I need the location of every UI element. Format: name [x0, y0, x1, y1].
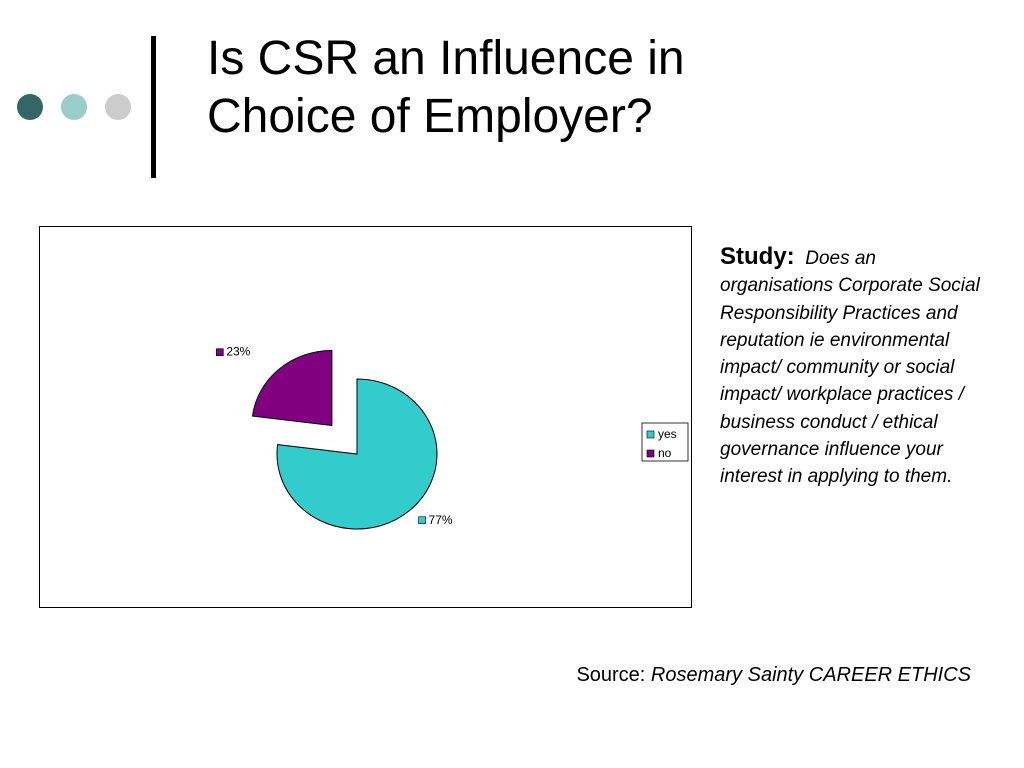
source-text: Rosemary Sainty CAREER ETHICS — [650, 664, 971, 686]
bullet-dot-dark — [17, 94, 43, 120]
source-prefix: Source: — [576, 664, 651, 686]
svg-text:23%: 23% — [226, 345, 250, 359]
svg-text:77%: 77% — [429, 513, 453, 527]
pie-chart: 77% 23% yes no — [216, 345, 689, 530]
bullet-dot-light — [61, 94, 87, 120]
study-label: Study: — [720, 243, 795, 270]
pie-label-no: 23% — [216, 345, 251, 359]
pie-slice-yes — [276, 378, 438, 530]
pie-label-yes: 77% — [418, 513, 453, 527]
legend-item-no: no — [646, 446, 672, 460]
svg-text:no: no — [658, 446, 672, 460]
source-citation: Source: Rosemary Sainty CAREER ETHICS — [576, 664, 971, 687]
pie-chart-frame: 77% 23% yes no — [39, 226, 692, 608]
decorative-dots — [17, 94, 131, 120]
title-line-1: Is CSR an Influence in — [207, 32, 685, 85]
legend-item-yes: yes — [646, 427, 677, 441]
title-accent-bar — [151, 36, 156, 178]
chart-legend: yes no — [641, 422, 689, 462]
study-text: Does an organisations Corporate Social R… — [720, 248, 980, 488]
study-description: Study: Does an organisations Corporate S… — [720, 243, 980, 491]
slide-title: Is CSR an Influence in Choice of Employe… — [207, 30, 685, 146]
bullet-dot-gray — [105, 94, 131, 120]
svg-text:yes: yes — [658, 427, 677, 441]
title-line-2: Choice of Employer? — [207, 90, 653, 143]
pie-slice-no — [251, 349, 333, 427]
